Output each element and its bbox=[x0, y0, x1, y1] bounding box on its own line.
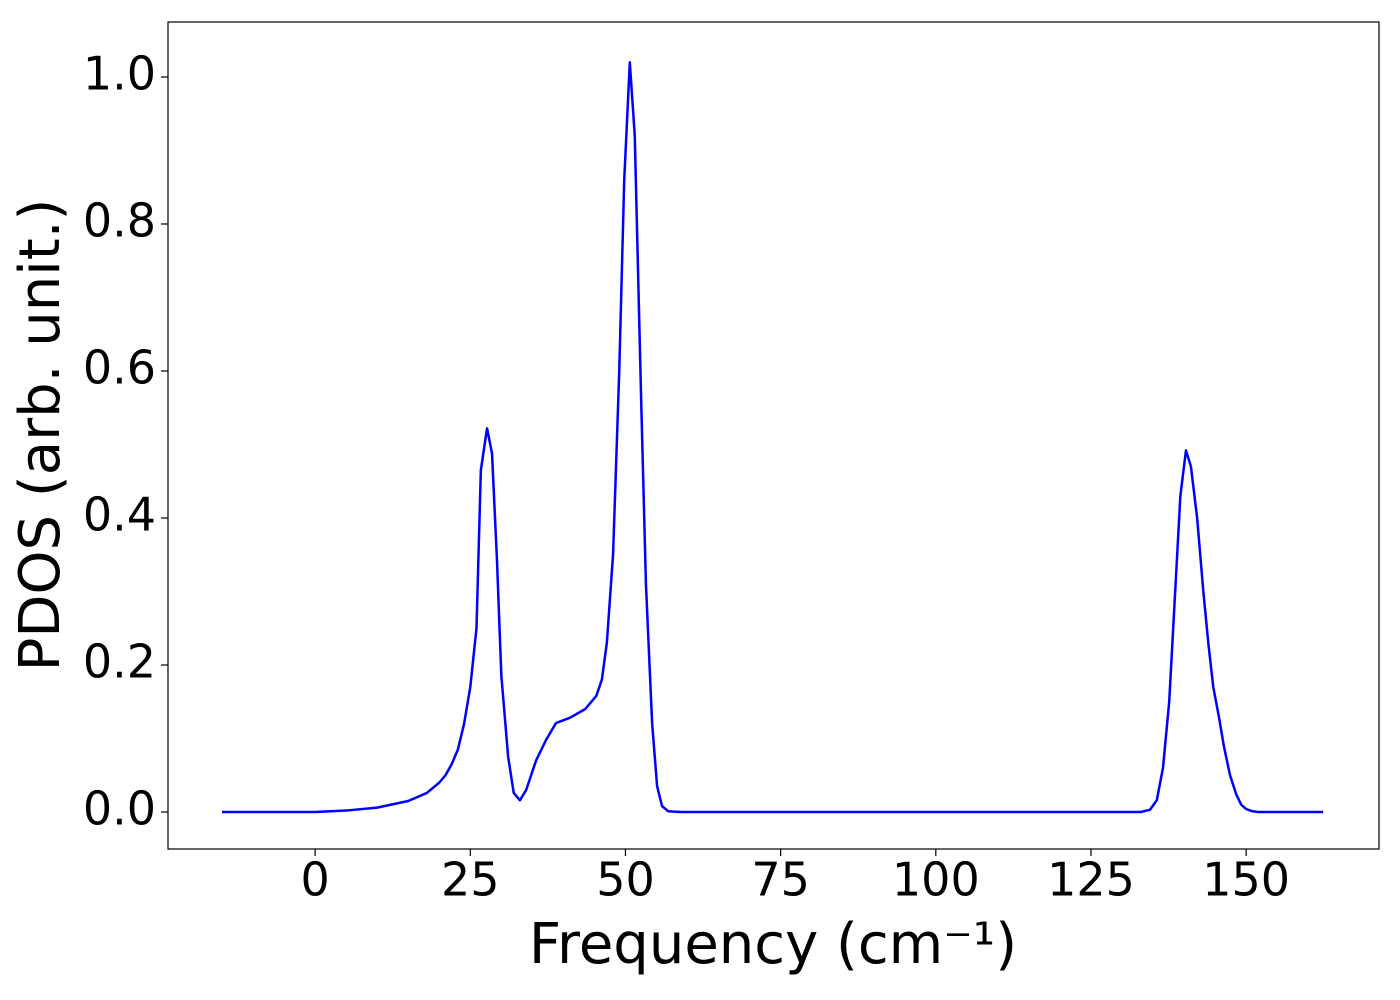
y-tick-label: 0.8 bbox=[83, 193, 156, 247]
x-tick-label: 0 bbox=[300, 853, 329, 907]
y-axis-label: PDOS (arb. unit.) bbox=[8, 199, 73, 672]
y-tick-label: 0.6 bbox=[83, 340, 156, 394]
x-tick-label: 125 bbox=[1047, 853, 1135, 907]
x-tick-label: 25 bbox=[441, 853, 500, 907]
pdos-line bbox=[222, 61, 1324, 814]
y-tick-label: 0.2 bbox=[83, 635, 156, 689]
x-tick-label: 50 bbox=[596, 853, 655, 907]
y-tick-label: 0.4 bbox=[83, 488, 156, 542]
plot-frame bbox=[167, 21, 1380, 850]
y-tick-label: 0.0 bbox=[83, 782, 156, 836]
x-tick-label: 75 bbox=[751, 853, 810, 907]
y-tick-label: 1.0 bbox=[83, 46, 156, 100]
x-axis-label: Frequency (cm⁻¹) bbox=[529, 912, 1017, 977]
x-tick-label: 150 bbox=[1202, 853, 1290, 907]
x-tick-label: 100 bbox=[892, 853, 980, 907]
